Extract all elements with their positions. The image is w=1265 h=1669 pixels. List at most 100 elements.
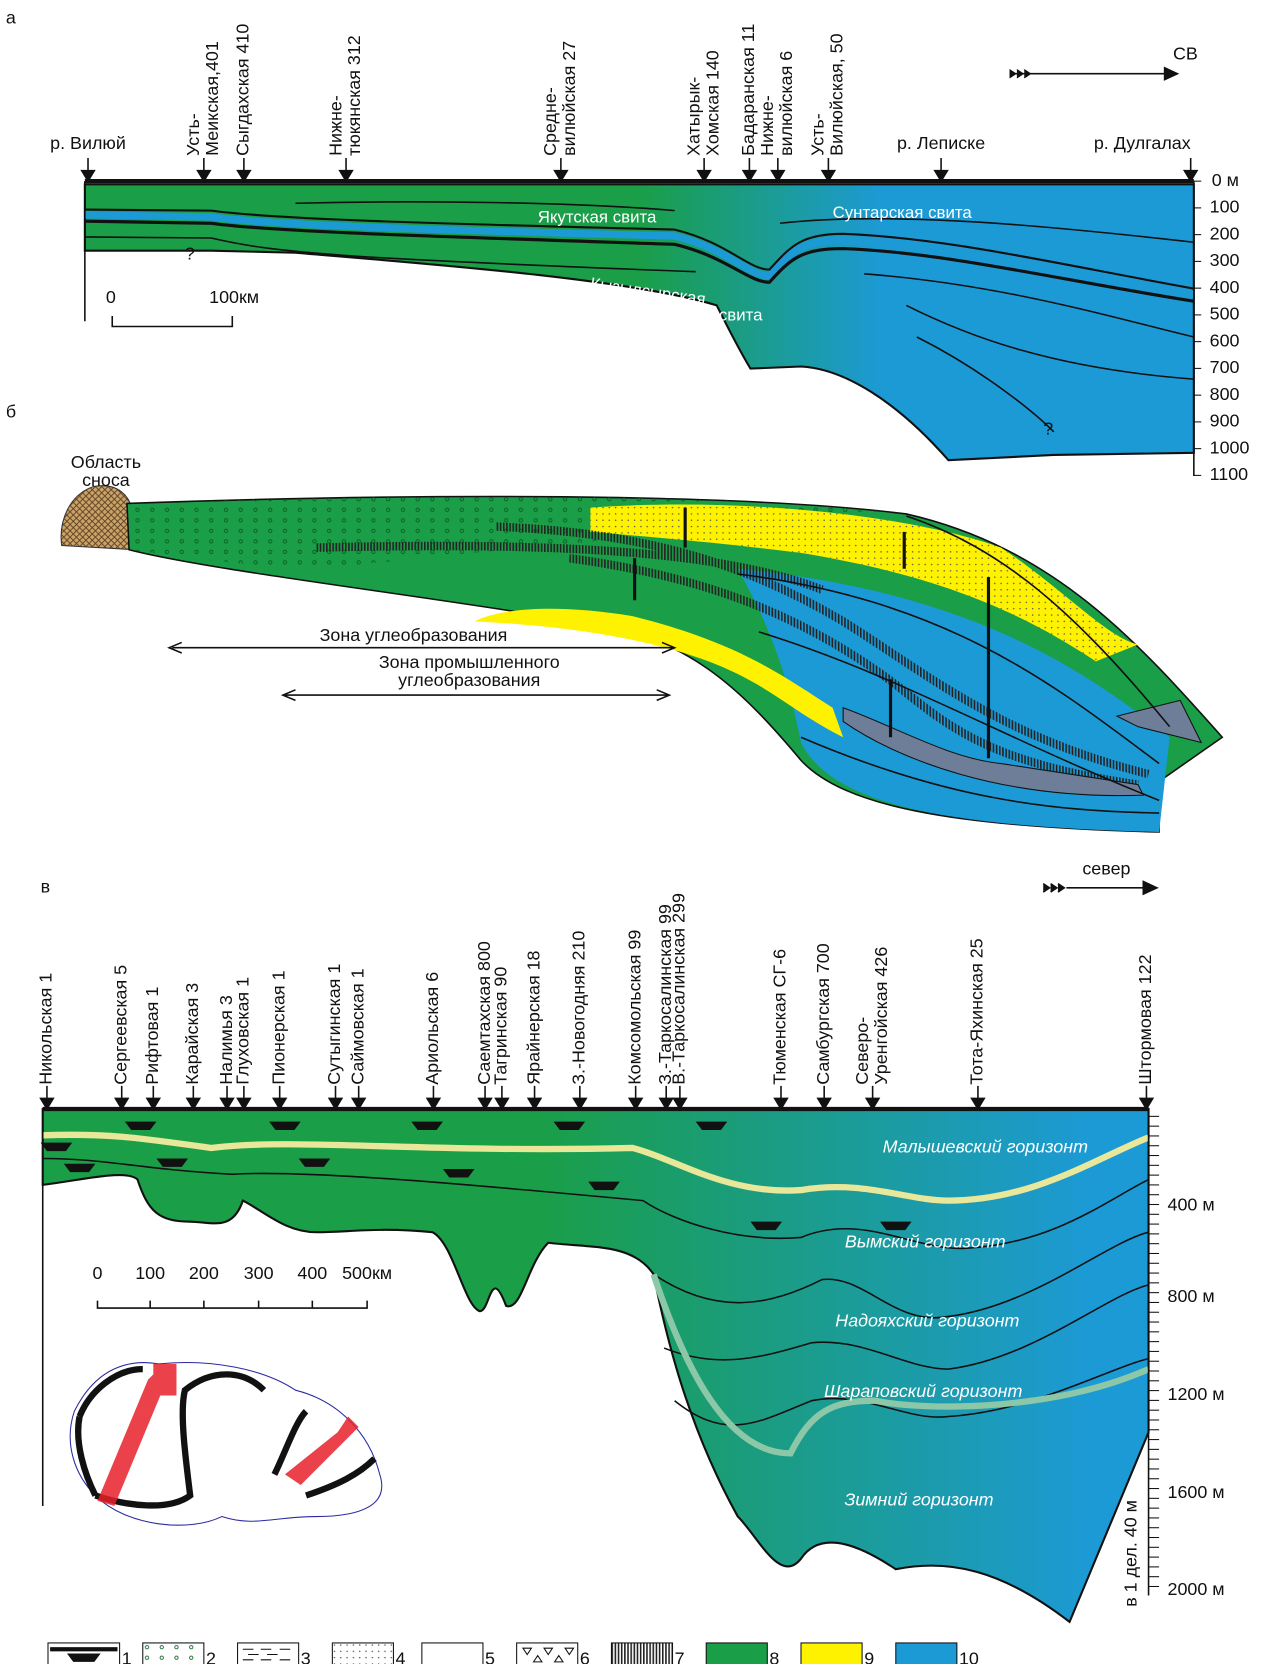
well-label: Вилюйская, 50 — [827, 33, 847, 155]
horizon-label: Малышевский горизонт — [883, 1137, 1088, 1157]
well-label: Сергеевская 5 — [110, 965, 130, 1085]
well-label: Бадаранская 11 — [738, 24, 758, 156]
well-label: Ариольская 6 — [422, 972, 442, 1085]
well-label: Пионерская 1 — [268, 970, 288, 1084]
well-arrow — [147, 1086, 160, 1109]
well-label: Никольская 1 — [36, 973, 56, 1085]
well-label: Нижне- — [757, 95, 777, 156]
panel-b — [61, 486, 1222, 832]
inset-map — [70, 1363, 382, 1526]
well-arrow — [772, 158, 785, 181]
direction-label: СВ — [1173, 43, 1198, 63]
question-mark: ? — [1043, 418, 1053, 438]
legend-number: 9 — [864, 1649, 874, 1664]
well-label: Ярайнерская 18 — [523, 950, 543, 1084]
source-area — [61, 486, 135, 550]
legend-number: 3 — [301, 1649, 311, 1664]
well-label: Меикская,401 — [202, 41, 222, 156]
well-arrow — [822, 158, 835, 181]
well-arrow — [198, 158, 211, 181]
legend-symbol — [238, 1643, 299, 1664]
well-label: тюкянская 312 — [344, 35, 364, 156]
depth-label: 1000 — [1210, 437, 1250, 457]
well-arrow — [115, 1086, 128, 1109]
scale-label: 200 — [189, 1263, 219, 1283]
well-arrow — [555, 158, 568, 181]
well-arrow — [496, 1086, 509, 1109]
legend-symbol — [896, 1643, 957, 1664]
well-arrow — [935, 158, 948, 181]
legend-number: 7 — [675, 1649, 685, 1664]
scale-label: 500км — [342, 1263, 392, 1283]
well-arrow — [775, 1086, 788, 1109]
formation-label: Сунтарская свита — [833, 203, 973, 222]
depth-label: 400 — [1210, 277, 1240, 297]
well-label: Рифтовая 1 — [142, 987, 162, 1085]
legend-symbol — [332, 1643, 393, 1664]
depth-label: 300 — [1210, 250, 1240, 270]
well-arrow — [479, 1086, 492, 1109]
scale-label: 0 — [93, 1263, 103, 1283]
well-arrow — [238, 158, 251, 181]
legend-number: 6 — [580, 1649, 590, 1664]
well-label: вилюйская 6 — [776, 51, 796, 156]
well-label: В.-Таркосалинская 299 — [669, 893, 689, 1085]
division-note: в 1 дел. 40 м — [1120, 1500, 1140, 1607]
well-label: Тагринская 90 — [491, 967, 511, 1085]
question-mark: ? — [185, 244, 195, 264]
well-label: З.-Новогодняя 210 — [569, 931, 589, 1085]
legend-symbol — [706, 1643, 767, 1664]
well-arrow — [972, 1086, 985, 1109]
depth-label: 100 — [1210, 197, 1240, 217]
well-arrow — [1184, 158, 1197, 181]
well-label: Тота-Яхинская 25 — [967, 938, 987, 1084]
river-label: р. Вилюй — [50, 133, 126, 153]
scale-bar — [97, 1301, 367, 1308]
well-arrow — [818, 1086, 831, 1109]
horizon-label: Зимний горизонт — [844, 1489, 993, 1509]
well-label: Северо- — [852, 1017, 872, 1085]
well-arrow — [238, 1086, 251, 1109]
well-arrow — [340, 158, 353, 181]
well-label: Глуховская 1 — [233, 977, 253, 1085]
well-arrow — [698, 158, 711, 181]
zone-label: Зона углеобразования — [320, 625, 508, 645]
scale-label: 0 — [106, 287, 116, 307]
well-label: Сыгдахская 410 — [233, 24, 253, 156]
depth-label: 2000 м — [1168, 1579, 1225, 1599]
depth-label: 500 — [1210, 304, 1240, 324]
well-label: Усть- — [183, 113, 203, 156]
well-label: Самбургская 700 — [813, 943, 833, 1085]
depth-label: 1600 м — [1168, 1482, 1225, 1502]
horizon-label: Надояхский горизонт — [835, 1310, 1019, 1330]
river-label: р. Леписке — [897, 133, 985, 153]
well-label: Уренгойская 426 — [871, 947, 891, 1085]
profile-line — [97, 1364, 358, 1506]
well-arrow — [187, 1086, 200, 1109]
well-arrow — [1140, 1086, 1153, 1109]
depth-label: 400 м — [1168, 1195, 1215, 1215]
zone-label: углеобразования — [398, 670, 540, 690]
well-label: Усть- — [808, 113, 828, 156]
depth-label: 1200 м — [1168, 1384, 1225, 1404]
direction-label: север — [1082, 859, 1130, 879]
legend-symbol — [422, 1643, 483, 1664]
well-label: Сутыгинская 1 — [324, 964, 344, 1085]
horizon-label: Вымский горизонт — [845, 1231, 1006, 1251]
depth-label: 600 — [1210, 330, 1240, 350]
legend-number: 4 — [396, 1649, 406, 1664]
well-arrow — [743, 158, 756, 181]
panel-label: а — [6, 8, 16, 28]
panel-label: б — [6, 402, 16, 422]
source-label: сноса — [82, 470, 130, 490]
depth-label: 900 — [1210, 411, 1240, 431]
legend-number: 10 — [959, 1649, 979, 1664]
legend-symbol — [517, 1643, 578, 1664]
well-arrow — [528, 1086, 541, 1109]
well-arrow — [866, 1086, 879, 1109]
river-label: р. Дулгалах — [1094, 133, 1191, 153]
depth-label: 800 — [1210, 384, 1240, 404]
well-label: Саймовская 1 — [347, 968, 367, 1084]
direction-arrow — [1043, 881, 1157, 894]
legend-symbol — [48, 1643, 120, 1664]
